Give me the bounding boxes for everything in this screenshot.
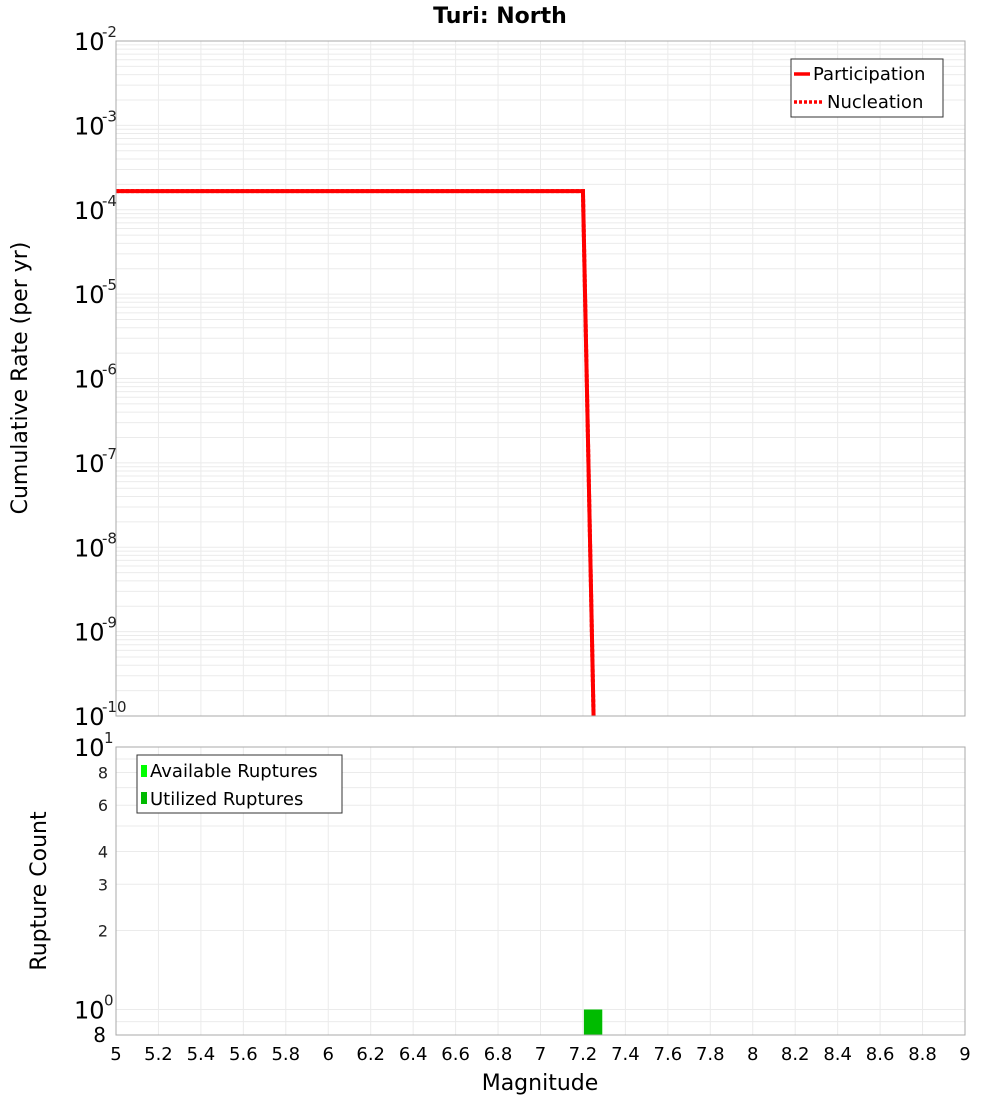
svg-text:10: 10: [74, 112, 105, 140]
svg-text:10: 10: [74, 28, 105, 56]
x-tick-label: 5.8: [271, 1044, 300, 1065]
svg-text:-10: -10: [102, 698, 127, 716]
top-legend-box: [790, 58, 944, 118]
top-legend: Participation Nucleation: [790, 58, 944, 118]
svg-text:10: 10: [74, 450, 105, 478]
x-tick-label: 8: [747, 1044, 758, 1065]
x-tick-label: 5: [110, 1044, 121, 1065]
svg-text:-5: -5: [102, 276, 117, 294]
svg-text:10: 10: [74, 534, 105, 562]
nucleation-legend-label: Nucleation: [827, 92, 923, 113]
svg-text:10: 10: [74, 734, 105, 762]
series-line-participation: [116, 189, 596, 717]
available-ruptures-legend-swatch: [141, 765, 147, 777]
svg-text:-7: -7: [102, 445, 117, 463]
y-tick-label-minor: 8: [98, 763, 108, 782]
y-tick-label: 10-5: [74, 276, 117, 309]
y-tick-label: 10-10: [74, 698, 127, 731]
svg-text:10: 10: [74, 281, 105, 309]
svg-text:-6: -6: [102, 361, 117, 379]
x-tick-label: 8.6: [866, 1044, 895, 1065]
x-tick-label: 6: [323, 1044, 334, 1065]
utilized-ruptures-legend-label: Utilized Ruptures: [150, 789, 303, 810]
svg-text:-2: -2: [102, 23, 117, 41]
x-tick-label: 5.4: [187, 1044, 216, 1065]
y-tick-label: 10-6: [74, 361, 117, 394]
svg-text:10: 10: [74, 703, 105, 731]
bottom-legend: Available Ruptures Utilized Ruptures: [136, 754, 343, 814]
top-plot-border: [115, 40, 966, 717]
chart-title: Turi: North: [433, 4, 567, 29]
participation-legend-label: Participation: [813, 64, 925, 85]
y-tick-label-minor: 8: [93, 1023, 106, 1047]
top-y-ticks: 10-210-310-410-510-610-710-810-910-10: [74, 23, 127, 731]
bar-utilized-ruptures: [583, 1009, 603, 1035]
y-tick-label-minor: 3: [98, 875, 108, 894]
y-tick-label-minor: 6: [98, 796, 108, 815]
x-tick-label: 7.2: [569, 1044, 598, 1065]
y-tick-label: 10-3: [74, 107, 117, 140]
x-tick-label: 7.8: [696, 1044, 725, 1065]
x-tick-label: 8.2: [781, 1044, 810, 1065]
top-series: [116, 189, 596, 717]
y-tick-label: 10-8: [74, 529, 117, 562]
y-tick-label: 10 1: [74, 729, 114, 762]
y-tick-label: 10-7: [74, 445, 117, 478]
bottom-plot-border: [115, 746, 966, 1036]
x-tick-label: 6.6: [441, 1044, 470, 1065]
svg-text:-4: -4: [102, 192, 117, 210]
x-tick-label: 6.4: [399, 1044, 428, 1065]
svg-text:-9: -9: [102, 614, 117, 632]
bottom-series: [583, 1009, 603, 1035]
x-axis-ticks: 5 5.2 5.4 5.6 5.8 6 6.2 6.4 6.6 6.8 7 7.2 7.4 7.6 7.8 8…: [110, 1044, 970, 1065]
svg-text:10: 10: [74, 997, 105, 1025]
y-tick-label: 10-9: [74, 614, 117, 647]
x-tick-label: 7.4: [611, 1044, 640, 1065]
svg-text:10: 10: [74, 366, 105, 394]
top-y-axis-label: Cumulative Rate (per yr): [8, 242, 33, 515]
x-tick-label: 7.6: [654, 1044, 683, 1065]
x-tick-label: 6.8: [484, 1044, 513, 1065]
y-tick-label: 10 0: [74, 992, 114, 1025]
x-tick-label: 8.4: [823, 1044, 852, 1065]
x-tick-label: 5.2: [144, 1044, 173, 1065]
top-panel: 10-210-310-410-510-610-710-810-910-10 Cu…: [8, 23, 966, 731]
svg-text:-8: -8: [102, 529, 117, 547]
svg-text:-3: -3: [102, 107, 117, 125]
utilized-ruptures-legend-swatch: [141, 792, 147, 804]
svg-text:0: 0: [104, 992, 114, 1010]
svg-text:1: 1: [104, 729, 114, 747]
y-tick-label-minor: 4: [98, 842, 108, 861]
x-tick-label: 7: [535, 1044, 546, 1065]
x-tick-label: 5.6: [229, 1044, 258, 1065]
available-ruptures-legend-label: Available Ruptures: [150, 761, 318, 782]
x-tick-label: 6.2: [356, 1044, 385, 1065]
x-tick-label: 9: [959, 1044, 970, 1065]
svg-text:10: 10: [74, 619, 105, 647]
top-grid: [115, 41, 966, 717]
x-axis-label: Magnitude: [482, 1071, 599, 1096]
y-tick-label: 10-4: [74, 192, 117, 225]
x-tick-label: 8.8: [908, 1044, 937, 1065]
y-tick-label-minor: 2: [98, 922, 108, 941]
bottom-y-axis-label: Rupture Count: [27, 811, 52, 971]
bottom-legend-box: [136, 754, 343, 814]
y-tick-label: 10-2: [74, 23, 117, 56]
svg-text:10: 10: [74, 197, 105, 225]
